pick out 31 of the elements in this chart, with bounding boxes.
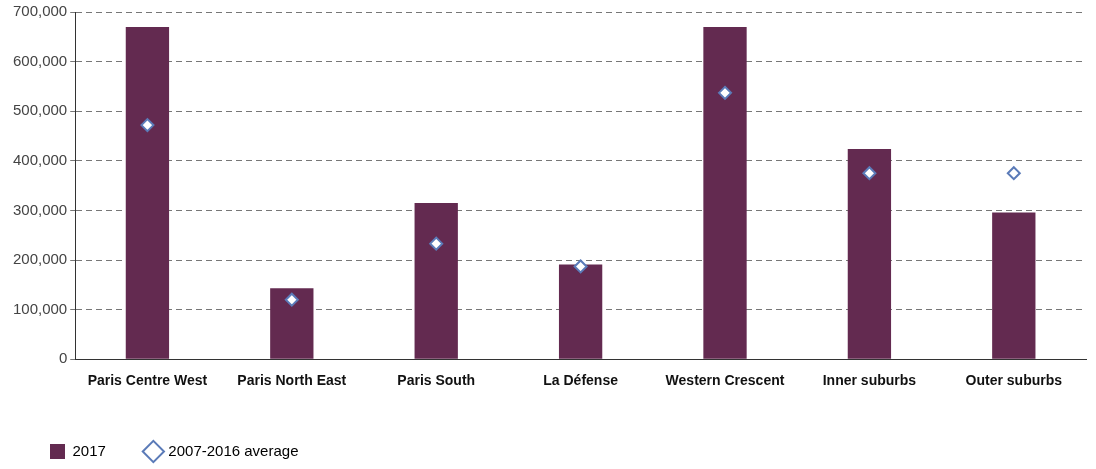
point — [1006, 166, 1021, 181]
point — [284, 292, 299, 307]
bar — [703, 26, 747, 359]
y-tick-label: 300,000 — [12, 200, 68, 218]
x-tick-label: Outer suburbs — [965, 372, 1063, 389]
point — [862, 166, 877, 181]
x-tick-label: Paris South — [397, 372, 476, 389]
bar — [847, 148, 892, 359]
y-tick-label: 200,000 — [12, 250, 68, 268]
point — [718, 85, 733, 100]
point — [573, 259, 588, 274]
y-tick-label: 0 — [58, 349, 68, 367]
bar — [992, 212, 1036, 359]
point — [140, 118, 155, 133]
y-tick-label: 700,000 — [12, 2, 68, 20]
point — [429, 236, 444, 251]
x-tick-label: La Défense — [543, 372, 619, 389]
bar — [125, 26, 170, 359]
x-tick-label: Western Crescent — [665, 372, 785, 389]
x-tick-label: Paris North East — [237, 372, 347, 389]
x-tick-label: Paris Centre West — [87, 372, 208, 389]
legend-label: 2017 — [72, 441, 106, 459]
y-tick-label: 500,000 — [12, 101, 68, 119]
bar — [558, 264, 603, 359]
bar — [414, 202, 458, 359]
legend-label: 2007-2016 average — [168, 441, 299, 459]
x-tick-label: Inner suburbs — [822, 372, 917, 389]
bar — [270, 288, 314, 359]
y-tick-label: 400,000 — [12, 150, 68, 168]
y-tick-label: 100,000 — [12, 299, 68, 317]
y-tick-label: 600,000 — [12, 51, 68, 69]
